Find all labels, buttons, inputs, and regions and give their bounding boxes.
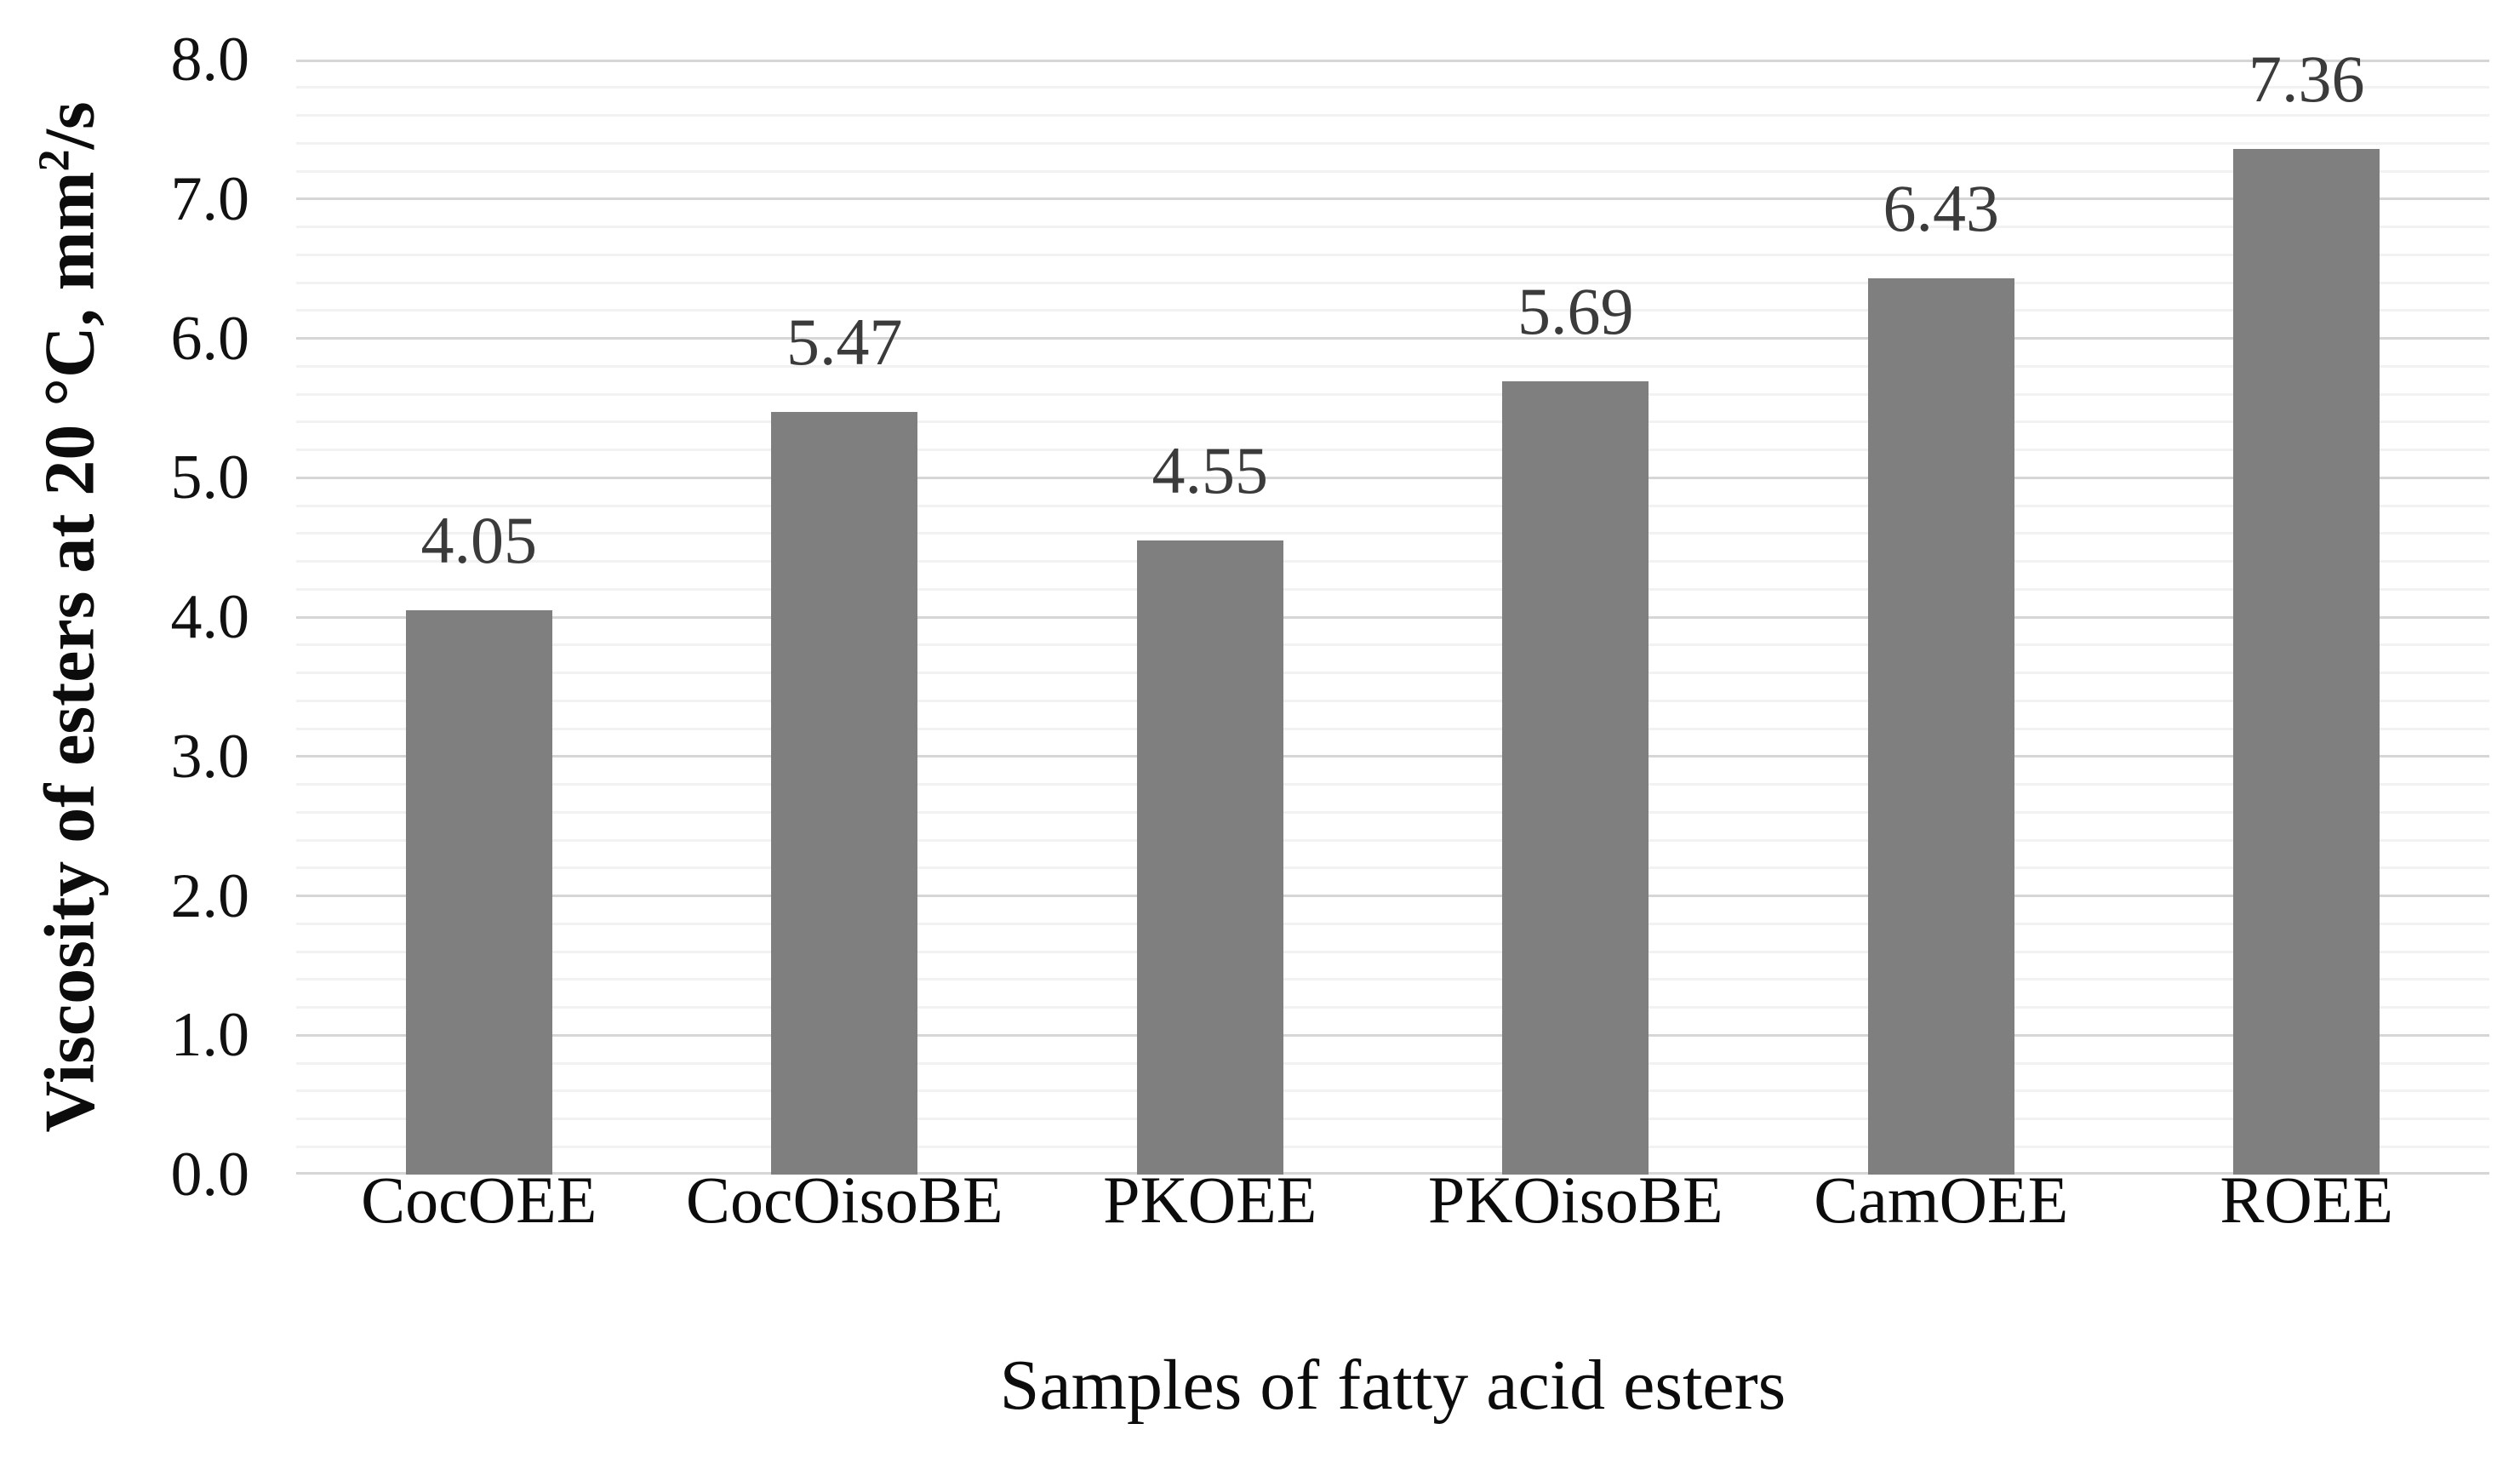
bar-value-label: 5.69	[1517, 274, 1634, 349]
major-gridline	[296, 755, 2489, 758]
x-category-label: CocOisoBE	[685, 1163, 1003, 1237]
minor-gridline	[296, 1089, 2489, 1093]
bar-PKOEE	[1136, 540, 1283, 1175]
minor-gridline	[296, 364, 2489, 368]
major-gridline	[296, 476, 2489, 479]
major-gridline	[296, 615, 2489, 619]
minor-gridline	[296, 978, 2489, 981]
bar-value-label: 4.55	[1151, 432, 1269, 507]
y-tick-label: 0.0	[170, 1140, 250, 1209]
bar-value-label: 4.05	[420, 502, 538, 577]
minor-gridline	[296, 643, 2489, 647]
minor-gridline	[296, 281, 2489, 284]
bar-CamOEE	[1867, 278, 2014, 1175]
minor-gridline	[296, 810, 2489, 814]
x-category-label: ROEE	[2220, 1163, 2394, 1237]
x-category-label: CamOEE	[1814, 1163, 2069, 1237]
minor-gridline	[296, 950, 2489, 953]
bar-value-label: 6.43	[1883, 171, 2000, 246]
y-tick-label: 6.0	[170, 303, 250, 374]
minor-gridline	[296, 672, 2489, 674]
plot-area: 4.05 5.47 4.55 5.69 6.43 7.36	[296, 44, 2489, 1175]
minor-gridline	[296, 309, 2489, 312]
bar-value-label: 5.47	[786, 305, 903, 380]
minor-gridline	[296, 1006, 2489, 1009]
y-tick-label: 4.0	[170, 582, 250, 652]
x-category-label: CocOEE	[361, 1163, 597, 1237]
minor-gridline	[296, 226, 2489, 228]
y-tick-label: 8.0	[170, 25, 250, 94]
minor-gridline	[296, 169, 2489, 173]
minor-gridline	[296, 783, 2489, 786]
minor-gridline	[296, 504, 2489, 507]
bar-CocOEE	[405, 609, 552, 1175]
major-gridline	[296, 895, 2489, 897]
major-gridline	[296, 337, 2489, 340]
minor-gridline	[296, 587, 2489, 591]
bar-PKOisoBE	[1502, 381, 1649, 1175]
minor-gridline	[296, 1118, 2489, 1120]
minor-gridline	[296, 253, 2489, 256]
minor-gridline	[296, 838, 2489, 842]
x-axis-title: Samples of fatty acid esters	[999, 1346, 1786, 1425]
minor-gridline	[296, 922, 2489, 925]
minor-gridline	[296, 114, 2489, 117]
x-category-label: PKOEE	[1103, 1163, 1317, 1237]
major-gridline	[296, 1033, 2489, 1037]
minor-gridline	[296, 420, 2489, 424]
bar-ROEE	[2233, 148, 2380, 1175]
minor-gridline	[296, 1061, 2489, 1065]
y-tick-label: 5.0	[170, 443, 250, 513]
minor-gridline	[296, 727, 2489, 730]
bar-value-label: 7.36	[2249, 41, 2365, 116]
minor-gridline	[296, 1145, 2489, 1148]
minor-gridline	[296, 449, 2489, 451]
minor-gridline	[296, 141, 2489, 145]
y-tick-label: 2.0	[170, 861, 250, 931]
minor-gridline	[296, 532, 2489, 535]
minor-gridline	[296, 866, 2489, 870]
y-tick-label: 1.0	[170, 1000, 250, 1071]
minor-gridline	[296, 86, 2489, 89]
minor-gridline	[296, 699, 2489, 702]
major-gridline	[296, 1172, 2489, 1175]
bar-CocOisoBE	[771, 412, 918, 1175]
y-tick-label: 3.0	[170, 721, 250, 792]
y-tick-label: 7.0	[170, 163, 250, 234]
minor-gridline	[296, 560, 2489, 563]
major-gridline	[296, 60, 2489, 62]
minor-gridline	[296, 392, 2489, 396]
x-category-label: PKOisoBE	[1427, 1163, 1723, 1237]
major-gridline	[296, 197, 2489, 201]
